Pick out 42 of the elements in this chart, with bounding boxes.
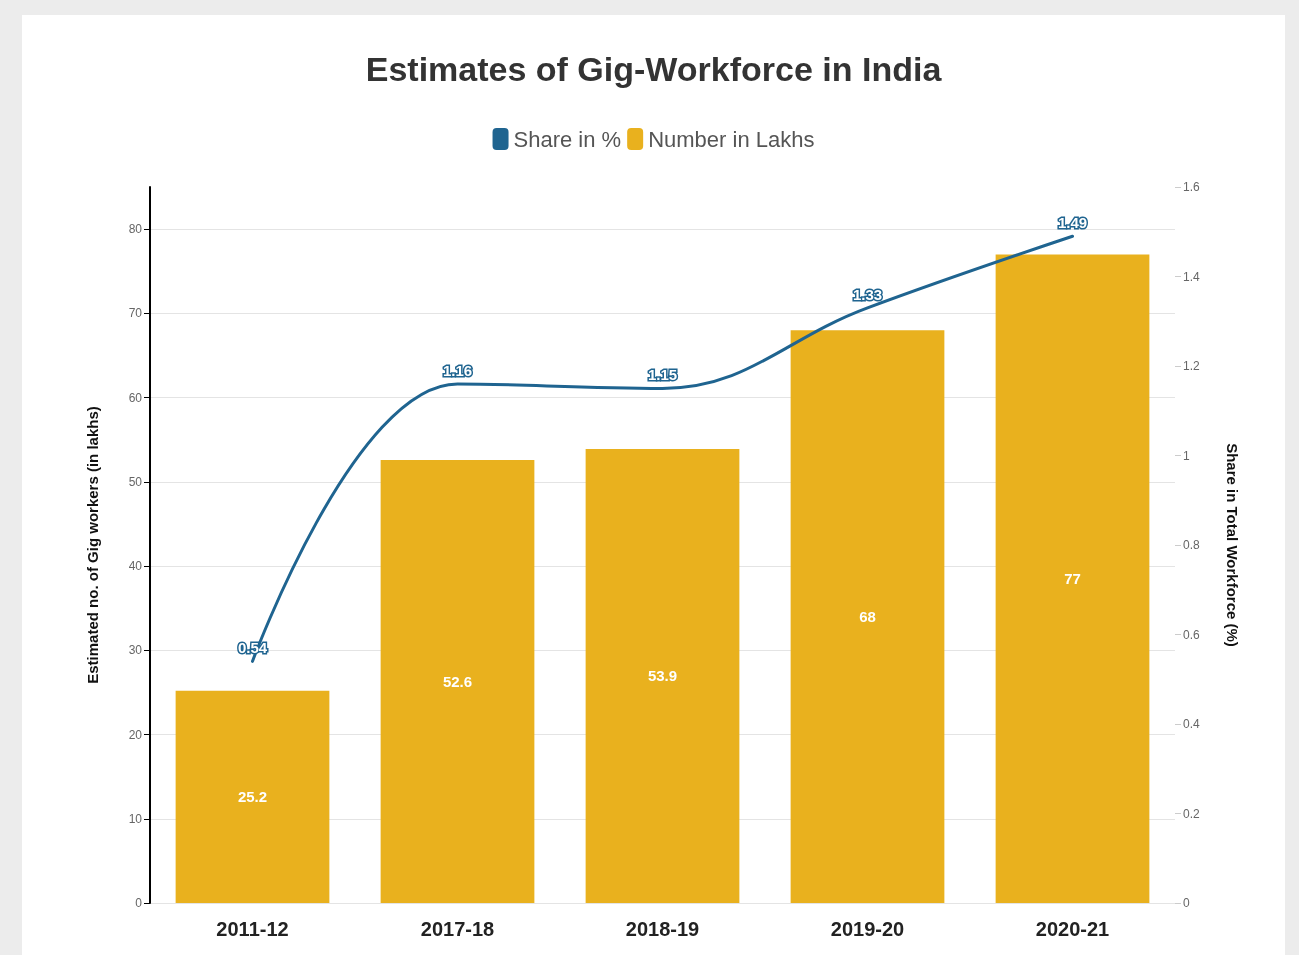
x-tick-label: 2019-20 (830, 918, 905, 940)
data-label: 68 (859, 608, 876, 626)
data-label: 77 (1064, 570, 1081, 588)
y-axis-title: Estimated no. of Gig workers (in lakhs) (84, 406, 101, 684)
y2-tick-label: 0 (1183, 896, 1190, 910)
data-label: 53.9 (647, 667, 678, 685)
bar (790, 330, 945, 903)
y-tick-label: 60 (128, 390, 143, 405)
y2-tick-label: 0.8 (1183, 538, 1201, 552)
y2-tick-label: 0.2 (1183, 806, 1201, 821)
chart-title: Estimates of Gig-Workforce in India (365, 50, 943, 88)
data-label: 52.6 (442, 672, 473, 690)
y-tick-label: 40 (128, 559, 143, 574)
bar (380, 459, 535, 903)
data-label: 1.16 (442, 361, 473, 379)
y-tick-label: 50 (128, 474, 143, 489)
x-tick-label: 2020-21 (1035, 918, 1110, 940)
legend-label: Number in Lakhs (648, 126, 815, 152)
data-label: 1.15 (647, 366, 678, 384)
y-tick-label: 0 (135, 896, 143, 910)
legend-label: Share in % (513, 126, 622, 152)
y-tick-label: 30 (128, 643, 143, 658)
bar (175, 690, 330, 903)
y2-tick-label: 1.6 (1183, 180, 1201, 194)
bar (585, 448, 740, 903)
y2-axis-title: Share in Total Workforce (%) (1224, 443, 1241, 647)
y2-tick-label: 1.4 (1183, 269, 1201, 284)
x-tick-label: 2011-12 (216, 918, 289, 940)
y-tick-label: 80 (128, 222, 143, 237)
x-tick-label: 2018-19 (625, 918, 700, 940)
data-label: 1.49 (1057, 214, 1088, 232)
x-tick-label: 2017-18 (420, 918, 495, 940)
y-tick-label: 10 (128, 811, 143, 826)
bar (995, 254, 1150, 903)
y2-tick-label: 1 (1183, 448, 1190, 463)
data-label: 25.2 (237, 788, 268, 806)
y2-tick-label: 0.4 (1183, 717, 1201, 731)
y2-tick-label: 1.2 (1183, 359, 1201, 373)
y-tick-label: 20 (128, 727, 143, 742)
y-tick-label: 70 (128, 306, 143, 321)
data-label: 1.33 (852, 285, 883, 303)
y2-tick-label: 0.6 (1183, 627, 1201, 642)
